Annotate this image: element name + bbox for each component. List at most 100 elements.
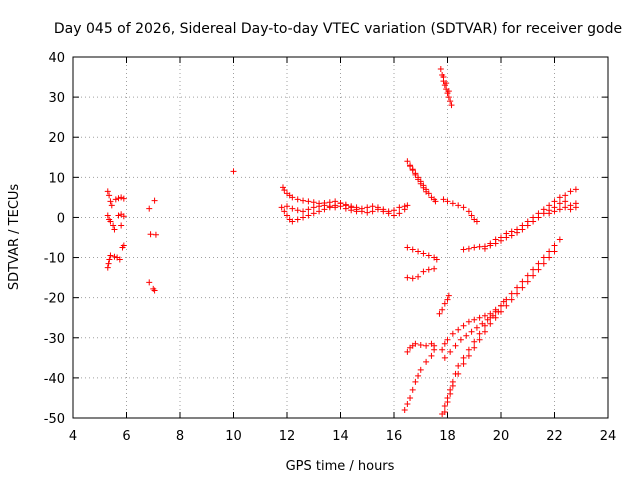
data-point xyxy=(404,244,411,251)
data-point xyxy=(503,234,510,241)
data-point xyxy=(112,196,119,203)
data-point xyxy=(364,209,371,216)
chart-title: Day 045 of 2026, Sidereal Day-to-day VTE… xyxy=(54,21,622,37)
data-point xyxy=(465,346,472,353)
data-point xyxy=(567,206,574,213)
data-point xyxy=(455,202,462,209)
data-point xyxy=(420,184,427,191)
y-tick-label: -40 xyxy=(44,372,65,387)
data-point xyxy=(546,254,553,261)
data-point xyxy=(524,278,531,285)
data-point xyxy=(445,88,452,95)
data-point xyxy=(535,260,542,267)
data-point xyxy=(281,208,288,215)
data-point xyxy=(551,248,558,255)
data-point xyxy=(447,348,454,355)
data-point xyxy=(104,264,111,271)
data-point xyxy=(151,287,158,294)
data-point xyxy=(404,158,411,165)
data-point xyxy=(146,279,153,286)
data-point xyxy=(404,274,411,281)
data-point xyxy=(476,330,483,337)
data-point xyxy=(465,208,472,215)
data-point xyxy=(428,352,435,359)
data-point xyxy=(146,205,153,212)
y-axis-label: SDTVAR / TECUs xyxy=(7,184,22,291)
data-point xyxy=(415,248,422,255)
data-point xyxy=(104,212,111,219)
data-point xyxy=(105,260,112,267)
y-tick-label: 40 xyxy=(48,51,65,66)
data-point xyxy=(447,98,454,105)
data-point xyxy=(342,205,349,212)
data-point xyxy=(530,218,537,225)
data-point xyxy=(401,406,408,413)
y-tick-label: -20 xyxy=(44,292,65,307)
data-point xyxy=(444,296,451,303)
y-tick-label: 10 xyxy=(48,171,65,186)
data-point xyxy=(481,312,488,319)
data-point xyxy=(417,366,424,373)
data-point xyxy=(479,320,486,327)
data-point xyxy=(556,194,563,201)
data-point xyxy=(433,256,440,263)
data-point xyxy=(455,362,462,369)
x-tick-label: 18 xyxy=(439,429,456,444)
data-point xyxy=(374,206,381,213)
data-point xyxy=(440,74,447,81)
data-point xyxy=(120,242,127,249)
data-point xyxy=(364,204,371,211)
data-point xyxy=(546,210,553,217)
data-point xyxy=(415,176,422,183)
x-tick-label: 16 xyxy=(386,429,403,444)
data-point xyxy=(471,244,478,251)
data-point xyxy=(492,240,499,247)
data-point xyxy=(120,213,127,220)
data-point xyxy=(152,231,159,238)
y-tick-label: -50 xyxy=(44,412,65,427)
data-point xyxy=(444,198,451,205)
data-point xyxy=(465,352,472,359)
y-tick-label: 30 xyxy=(48,91,65,106)
data-point xyxy=(556,200,563,207)
data-point xyxy=(281,187,288,194)
data-point xyxy=(300,214,307,221)
data-point xyxy=(284,203,290,210)
data-point xyxy=(447,390,454,397)
data-point xyxy=(448,102,455,109)
data-point xyxy=(481,245,488,252)
data-point xyxy=(452,342,459,349)
axis-ticks: 4 6 8 10 12 14 16 18 20 22 24 -50 -40 -30 -20 -10 0 10 20 3… xyxy=(44,51,617,444)
data-point xyxy=(432,198,439,205)
data-point xyxy=(278,204,285,211)
data-point xyxy=(108,202,115,209)
x-tick-label: 14 xyxy=(332,429,349,444)
data-point xyxy=(551,198,558,205)
data-point xyxy=(551,242,558,249)
data-point xyxy=(484,316,491,323)
data-point xyxy=(294,196,301,203)
data-point xyxy=(151,197,158,204)
data-point xyxy=(460,360,467,367)
data-point xyxy=(449,200,456,207)
data-point xyxy=(289,218,296,225)
data-point xyxy=(412,171,419,178)
data-point xyxy=(460,204,467,211)
data-point xyxy=(440,196,447,203)
data-point xyxy=(230,168,237,175)
data-point xyxy=(409,275,416,282)
data-point xyxy=(546,248,553,255)
y-tick-label: 0 xyxy=(57,211,65,226)
data-point xyxy=(401,206,408,213)
data-point xyxy=(556,206,563,213)
data-point xyxy=(567,188,574,195)
x-tick-label: 6 xyxy=(122,429,130,444)
x-tick-label: 20 xyxy=(493,429,510,444)
data-point xyxy=(415,273,422,280)
data-point xyxy=(441,300,448,307)
data-point xyxy=(530,266,537,273)
data-point xyxy=(530,272,537,279)
data-point xyxy=(404,202,411,209)
x-tick-label: 4 xyxy=(69,429,77,444)
